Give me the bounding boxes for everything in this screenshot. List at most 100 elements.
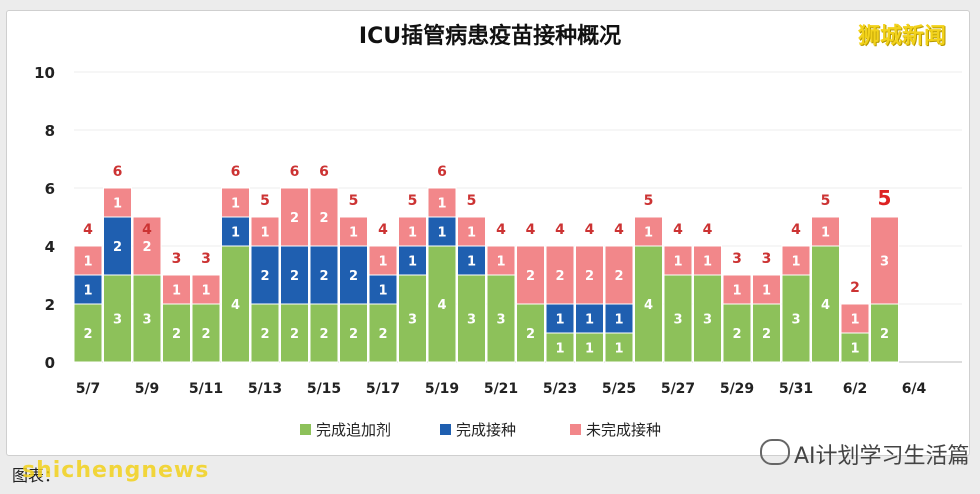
bar-segment bbox=[870, 303, 899, 363]
bar-segment bbox=[634, 216, 663, 247]
segment-label: 3 bbox=[467, 313, 476, 328]
bar-segment bbox=[604, 332, 634, 363]
bar-segment bbox=[132, 274, 162, 363]
segment-label: 1 bbox=[791, 255, 800, 270]
segment-label: 1 bbox=[231, 226, 240, 241]
bar-segment bbox=[722, 303, 752, 363]
y-tick-label: 4 bbox=[45, 238, 55, 256]
segment-label: 1 bbox=[821, 226, 830, 241]
total-label: 4 bbox=[673, 222, 683, 238]
legend-label: 完成追加剂 bbox=[316, 421, 391, 439]
segment-label: 2 bbox=[290, 269, 299, 284]
bar-segment bbox=[221, 245, 250, 363]
bar-segment bbox=[103, 274, 132, 363]
bar-segment bbox=[516, 245, 545, 305]
total-label: 4 bbox=[614, 222, 624, 238]
bar-segment bbox=[840, 332, 870, 363]
segment-label: 4 bbox=[821, 298, 830, 313]
segment-label: 1 bbox=[762, 284, 771, 299]
total-label: 5 bbox=[821, 193, 831, 209]
total-label: 3 bbox=[201, 251, 211, 267]
y-tick-label: 10 bbox=[34, 64, 55, 82]
segment-label: 2 bbox=[319, 211, 328, 226]
segment-label: 1 bbox=[850, 313, 859, 328]
wechat-icon bbox=[760, 439, 790, 465]
total-label: 4 bbox=[555, 222, 565, 238]
bar-segment bbox=[398, 274, 427, 363]
total-label: 4 bbox=[791, 222, 801, 238]
total-label: 5 bbox=[408, 193, 418, 209]
bar-segment bbox=[575, 245, 604, 305]
segment-label: 2 bbox=[880, 327, 889, 342]
total-label: 6 bbox=[113, 164, 123, 180]
segment-label: 1 bbox=[585, 342, 594, 357]
x-tick-label: 5/29 bbox=[720, 381, 754, 397]
x-tick-label: 5/17 bbox=[366, 381, 400, 397]
segment-label: 1 bbox=[408, 255, 417, 270]
bar-segment bbox=[339, 216, 368, 247]
x-tick-label: 5/31 bbox=[779, 381, 813, 397]
bar-segment bbox=[73, 303, 103, 363]
bar-segment bbox=[309, 245, 339, 305]
bar-segment bbox=[250, 216, 280, 247]
segment-label: 3 bbox=[142, 313, 151, 328]
total-label: 5 bbox=[644, 193, 654, 209]
x-tick-label: 5/23 bbox=[543, 381, 577, 397]
bar-segment bbox=[840, 303, 870, 334]
segment-label: 2 bbox=[378, 327, 387, 342]
segment-label: 3 bbox=[673, 313, 682, 328]
bar-segment bbox=[693, 245, 722, 276]
segment-label: 4 bbox=[437, 298, 446, 313]
segment-label: 1 bbox=[555, 313, 564, 328]
bar-segment bbox=[427, 245, 457, 363]
bar-segment bbox=[162, 303, 191, 363]
segment-label: 1 bbox=[555, 342, 564, 357]
segment-label: 1 bbox=[496, 255, 505, 270]
segment-label: 2 bbox=[526, 327, 535, 342]
segment-label: 3 bbox=[791, 313, 800, 328]
bar-segment bbox=[221, 216, 250, 247]
bar-segment bbox=[280, 245, 309, 305]
total-label: 4 bbox=[585, 222, 595, 238]
segment-label: 1 bbox=[378, 255, 387, 270]
x-tick-label: 5/9 bbox=[135, 381, 160, 397]
bar-segment bbox=[634, 245, 663, 363]
bar-segment bbox=[457, 274, 486, 363]
bar-segment bbox=[457, 245, 486, 276]
segment-label: 2 bbox=[762, 327, 771, 342]
bar-segment bbox=[516, 303, 545, 363]
bar-segment bbox=[191, 274, 221, 305]
bar-segment bbox=[545, 245, 575, 305]
total-label: 3 bbox=[762, 251, 772, 267]
segment-label: 2 bbox=[83, 327, 92, 342]
bar-segment bbox=[722, 274, 752, 305]
segment-label: 1 bbox=[260, 226, 269, 241]
x-tick-label: 5/25 bbox=[602, 381, 636, 397]
bar-segment bbox=[309, 187, 339, 247]
bar-segment bbox=[309, 303, 339, 363]
bar-segment bbox=[486, 245, 516, 276]
chart-title: ICU插管病患疫苗接种概况 bbox=[358, 24, 622, 49]
segment-label: 2 bbox=[113, 240, 122, 255]
total-label: 3 bbox=[172, 251, 182, 267]
y-tick-label: 6 bbox=[45, 180, 55, 198]
total-label: 5 bbox=[467, 193, 477, 209]
bar-segment bbox=[280, 303, 309, 363]
bar-segment bbox=[280, 187, 309, 247]
total-label: 5 bbox=[878, 186, 892, 210]
bar-segment bbox=[752, 274, 781, 305]
segment-label: 1 bbox=[349, 226, 358, 241]
bar-segment bbox=[250, 245, 280, 305]
segment-label: 1 bbox=[83, 284, 92, 299]
segment-label: 1 bbox=[614, 313, 623, 328]
watermark: 狮城新闻 bbox=[858, 24, 947, 49]
legend-swatch bbox=[300, 424, 311, 435]
bar-segment bbox=[663, 245, 693, 276]
segment-label: 2 bbox=[614, 269, 623, 284]
x-tick-label: 5/7 bbox=[76, 381, 101, 397]
bar-segment bbox=[575, 303, 604, 334]
bar-segment bbox=[457, 216, 486, 247]
y-tick-label: 2 bbox=[45, 296, 55, 314]
x-tick-label: 5/21 bbox=[484, 381, 518, 397]
